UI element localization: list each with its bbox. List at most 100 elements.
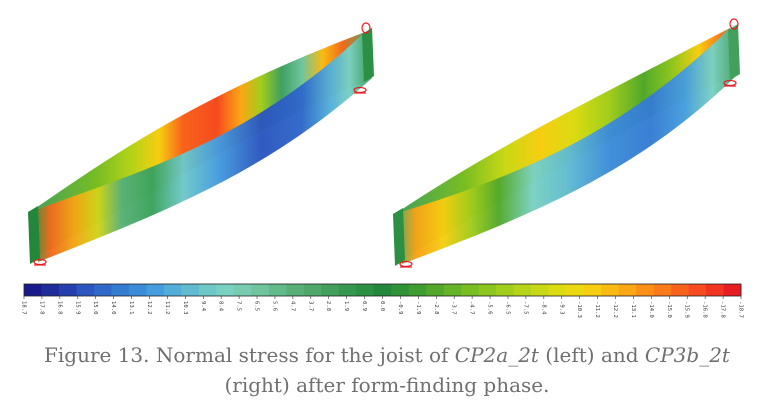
legend-value-label: 12.2 [146, 301, 152, 314]
legend-value-label: 2.8 [325, 301, 331, 312]
legend-swatch [198, 284, 217, 296]
figure-area: 18.7 17.8 16.8 15.9 15.0 14.0 13.1 12.2 11.2 10.3… [21, 18, 744, 318]
legend-swatch [636, 284, 654, 296]
legend-swatch [531, 284, 549, 296]
legend-value-label: -16.8 [702, 301, 708, 318]
legend-swatch [706, 284, 724, 296]
joist-right-end-plate-right [728, 24, 740, 80]
caption-middle: (left) and [538, 343, 645, 367]
legend-swatch [391, 284, 410, 296]
legend-value-label: 10.3 [182, 301, 188, 314]
legend-value-label: -18.7 [738, 301, 744, 318]
caption-model-b: CP3b_2t [644, 343, 730, 367]
support-right-b [723, 18, 739, 87]
legend-value-label: 18.7 [21, 301, 27, 314]
legend-value-label: 11.2 [164, 301, 170, 314]
caption-model-a: CP2a_2t [454, 343, 539, 367]
legend-swatch [268, 284, 287, 296]
legend-swatch [548, 284, 567, 296]
legend-swatch [688, 284, 707, 296]
legend-value-label: -3.7 [451, 301, 457, 314]
legend-swatch [426, 284, 445, 296]
legend-swatch [601, 284, 619, 296]
legend-value-label: -15.9 [684, 301, 690, 318]
legend-swatch [76, 284, 95, 296]
stress-color-legend: 18.7 17.8 16.8 15.9 15.0 14.0 13.1 12.2 11.2 10.3… [21, 283, 744, 318]
joist-right-front-band [395, 28, 738, 264]
legend-value-label: 4.7 [289, 301, 295, 311]
legend-swatch [566, 284, 584, 296]
legend-value-label: 7.5 [236, 301, 242, 311]
legend-swatch [58, 284, 77, 296]
support-left-b [353, 22, 371, 94]
legend-value-label: 8.4 [218, 301, 224, 312]
legend-swatch [24, 284, 42, 296]
caption-prefix: Figure 13. Normal stress for the joist o… [44, 343, 455, 367]
legend-value-label: 13.1 [128, 301, 134, 314]
caption-suffix: (right) after form-finding phase. [224, 373, 550, 397]
legend-swatch [478, 284, 497, 296]
support-right-a [399, 260, 413, 268]
legend-swatch [163, 284, 182, 296]
joist-left [28, 22, 374, 266]
legend-value-label: -4.7 [469, 301, 475, 314]
legend-swatch [181, 284, 200, 296]
legend-value-label: 6.5 [254, 301, 260, 311]
legend-value-label: 3.7 [307, 301, 313, 311]
joist-left-end-plate-right [362, 28, 374, 82]
legend-value-label: 1.9 [343, 301, 349, 311]
legend-value-label: 16.8 [56, 301, 62, 315]
legend-swatch [513, 284, 532, 296]
legend-value-label: 9.4 [200, 301, 206, 312]
legend-value-label: 14.0 [110, 301, 116, 314]
legend-swatch [216, 284, 235, 296]
legend-value-label: -6.5 [504, 301, 510, 314]
legend-value-label: -10.3 [576, 301, 582, 318]
legend-value-label: 17.8 [38, 301, 44, 315]
legend-swatch [111, 284, 130, 296]
legend-value-label: -1.9 [415, 301, 421, 314]
legend-swatch [443, 284, 462, 296]
legend-value-label: -5.6 [487, 301, 493, 314]
joist-left-front-band [30, 32, 372, 262]
legend-value-label: -0.9 [397, 301, 403, 314]
legend-swatch [338, 284, 357, 296]
joist-right-end-plate-left [393, 208, 405, 266]
legend-swatch [303, 284, 322, 296]
legend-value-label: 15.9 [74, 301, 80, 314]
legend-value-label: -17.8 [720, 301, 726, 318]
legend-swatch [356, 284, 375, 296]
legend-swatch [496, 284, 514, 296]
legend-swatch [128, 284, 147, 296]
legend-swatch [233, 284, 252, 296]
legend-swatch [321, 284, 340, 296]
legend-value-label: -7.5 [522, 301, 528, 314]
support-left-a [33, 258, 47, 266]
legend-value-label: 15.0 [92, 301, 98, 314]
joist-left-end-plate-left [28, 206, 40, 264]
figure-graphic: 18.7 17.8 16.8 15.9 15.0 14.0 13.1 12.2 11.2 10.3… [21, 18, 744, 318]
legend-swatch [146, 284, 165, 296]
legend-value-label: 5.6 [271, 301, 277, 311]
legend-value-label: 0.0 [379, 301, 385, 311]
legend-value-label: 0.9 [361, 301, 367, 311]
legend-value-label: -2.8 [433, 301, 439, 315]
legend-value-label: -15.0 [666, 301, 672, 318]
legend-swatch [93, 284, 112, 296]
legend-swatch [408, 284, 427, 296]
legend-swatch [251, 284, 270, 296]
legend-swatch [653, 284, 672, 296]
legend-swatch [286, 284, 305, 296]
joist-right [393, 18, 740, 268]
figure-caption: Figure 13. Normal stress for the joist o… [0, 340, 774, 410]
legend-swatch [723, 284, 742, 296]
legend-swatch [583, 284, 602, 296]
legend-value-label: -12.2 [612, 301, 618, 318]
legend-swatch [373, 284, 392, 296]
legend-value-label: -8.4 [540, 301, 546, 315]
legend-value-label: -11.2 [594, 301, 600, 318]
legend-swatch [41, 284, 60, 296]
legend-value-label: -14.0 [648, 301, 654, 318]
legend-swatch [618, 284, 637, 296]
legend-value-label: -9.3 [558, 301, 564, 314]
